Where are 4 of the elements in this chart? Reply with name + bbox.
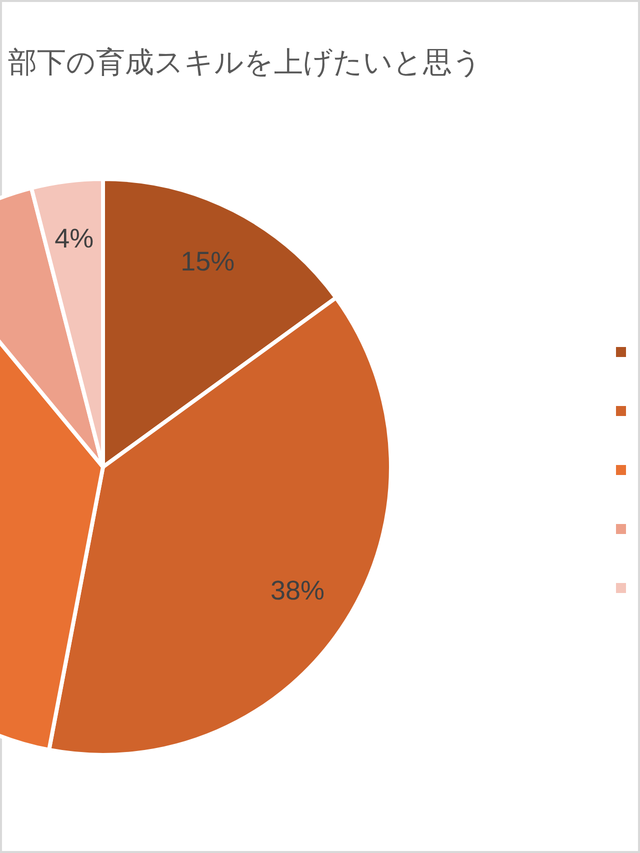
data-label: 38% bbox=[270, 575, 325, 606]
data-label: 4% bbox=[54, 223, 94, 254]
data-label: 15% bbox=[180, 246, 235, 277]
chart-title: 部下の育成スキルを上げたいと思う bbox=[8, 45, 482, 79]
